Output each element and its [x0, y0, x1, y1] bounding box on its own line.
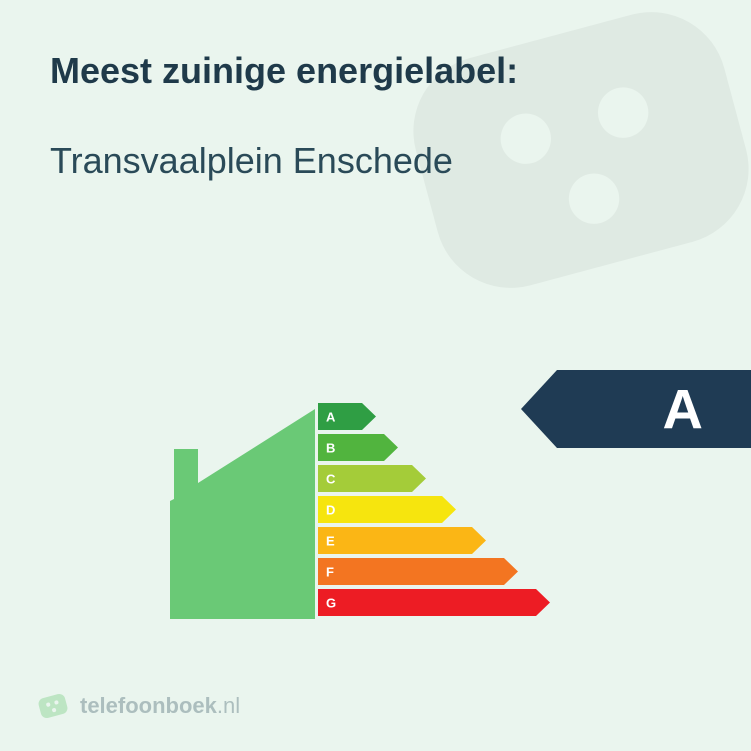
- house-icon: [170, 409, 315, 619]
- energy-bar-label: B: [326, 440, 335, 455]
- energy-bar-shape: [318, 527, 486, 554]
- rating-letter: A: [663, 377, 703, 442]
- footer-brand-bold: telefoonboek: [80, 693, 217, 718]
- energy-bar-b: B: [318, 434, 550, 461]
- footer-brand-text: telefoonboek.nl: [80, 693, 240, 719]
- location-subtitle: Transvaalplein Enschede: [50, 140, 701, 182]
- energy-bars-group: A B C D E F G: [318, 403, 550, 620]
- energy-bar-label: E: [326, 533, 335, 548]
- energy-bar-shape: [318, 589, 550, 616]
- footer-logo-icon: [36, 689, 70, 723]
- energy-bar-label: F: [326, 564, 334, 579]
- energy-bar-label: D: [326, 502, 335, 517]
- energy-bar-shape: [318, 496, 456, 523]
- footer-brand-light: .nl: [217, 693, 240, 718]
- energy-bar-label: G: [326, 595, 336, 610]
- energy-bar-shape: [318, 558, 518, 585]
- energy-bar-label: C: [326, 471, 335, 486]
- rating-badge: A: [521, 370, 751, 448]
- energy-bar-e: E: [318, 527, 550, 554]
- energy-bar-c: C: [318, 465, 550, 492]
- energy-bar-label: A: [326, 409, 335, 424]
- card-container: Meest zuinige energielabel: Transvaalple…: [0, 0, 751, 751]
- footer-brand: telefoonboek.nl: [36, 689, 240, 723]
- energy-bar-a: A: [318, 403, 550, 430]
- energy-bar-f: F: [318, 558, 550, 585]
- energy-bar-d: D: [318, 496, 550, 523]
- energy-bar-g: G: [318, 589, 550, 616]
- page-title: Meest zuinige energielabel:: [50, 50, 701, 92]
